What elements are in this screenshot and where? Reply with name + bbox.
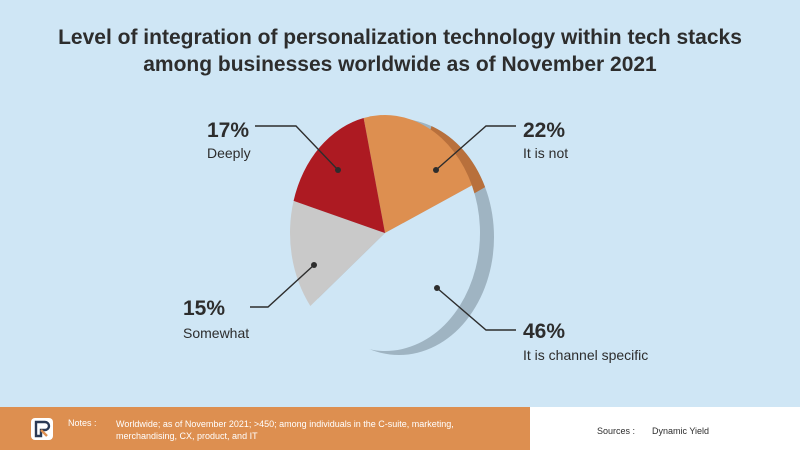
leader-line-somewhat [250,264,315,308]
leader-dot-channel-specific [434,285,440,291]
slice-label-channel-specific: It is channel specific [523,347,649,363]
chart-title: Level of integration of personalization … [0,24,800,78]
chart-title-line-1: Level of integration of personalization … [58,26,742,49]
sources-text: Dynamic Yield [652,426,710,436]
footer-notes-band [0,407,550,450]
pie-slice-somewhat [290,200,385,306]
slice-value-channel-specific: 46% [523,320,566,343]
notes-text: Worldwide; as of November 2021; >450; am… [116,419,454,441]
slice-label-somewhat: Somewhat [183,325,250,341]
pie-slice-it-is-not [363,115,472,233]
slice-label-it-is-not: It is not [523,145,569,161]
sources-key: Sources : [597,426,636,436]
notes-key: Notes : [68,418,97,428]
leader-line-channel-specific [436,287,516,331]
slice-value-it-is-not: 22% [523,119,566,142]
chart-title-line-2: among businesses worldwide as of Novembe… [143,53,657,76]
leader-dot-it-is-not [433,167,439,173]
slice-value-somewhat: 15% [183,297,226,320]
leader-dot-somewhat [311,262,317,268]
leader-line-it-is-not [435,125,516,171]
pie-slice-deeply [293,118,385,233]
statista-style-logo-icon [31,418,53,440]
slice-label-deeply: Deeply [207,145,251,161]
leader-dot-deeply [335,167,341,173]
leader-line-deeply [255,125,339,171]
footer-sources-band [530,407,800,450]
pie-slice-it-is-channel-specific [310,185,480,351]
slice-value-deeply: 17% [207,119,250,142]
